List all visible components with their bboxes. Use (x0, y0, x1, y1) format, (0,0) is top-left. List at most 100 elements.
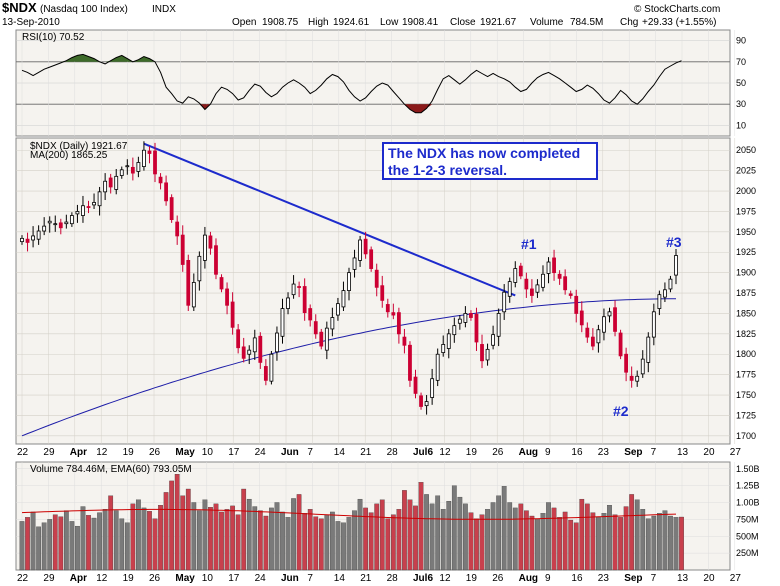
price-tick-label: 1800 (736, 349, 756, 359)
candle-body (330, 317, 335, 330)
ma200-line (21, 298, 676, 437)
candle-body (457, 318, 462, 324)
volume-bar (108, 495, 114, 571)
candle-body (618, 332, 623, 357)
candle-body (280, 308, 285, 337)
volume-bar (446, 500, 452, 571)
x-tick-label-bottom: 19 (123, 573, 135, 584)
x-tick-label: 13 (677, 447, 689, 458)
stockcharts-logo: © StockCharts.com (634, 4, 720, 15)
volume-bar (612, 514, 618, 571)
volume-bar (512, 507, 518, 571)
x-tick-label: 7 (307, 447, 313, 458)
candle-body (380, 285, 385, 301)
rsi-tick-label: 30 (736, 99, 746, 109)
x-tick-label: Sep (624, 447, 642, 458)
x-tick-label-bottom: 20 (703, 573, 715, 584)
volume-bar (535, 518, 540, 571)
volume-bar (413, 505, 418, 571)
volume-bar (474, 518, 479, 571)
candle-body (247, 349, 252, 355)
volume-bar (30, 511, 36, 571)
candle-body (58, 222, 63, 229)
ema60-line (21, 508, 677, 520)
candle-body (258, 335, 263, 363)
candle-body (408, 344, 412, 381)
candle-body (385, 304, 390, 313)
volume-bar (557, 517, 562, 571)
candle-body (208, 235, 213, 249)
volume-bar (590, 512, 596, 571)
volume-bar (80, 506, 86, 571)
x-tick-label: 22 (17, 447, 29, 458)
candle-body (324, 327, 329, 351)
candle-body (590, 336, 595, 347)
volume-bar (523, 510, 529, 571)
exchange: INDX (152, 4, 176, 15)
x-tick-label-bottom: Sep (624, 573, 642, 584)
rsi-overbought-fill (22, 54, 682, 62)
candle-body (81, 205, 85, 216)
price-tick-label: 1950 (736, 227, 756, 237)
volume-bar (19, 521, 25, 571)
candle-body (25, 238, 30, 243)
volume-value: 784.5M (570, 17, 603, 28)
x-tick-label-bottom: 13 (677, 573, 689, 584)
price-tick-label: 2050 (736, 145, 756, 155)
volume-bar (385, 518, 391, 571)
x-tick-label: 24 (255, 447, 267, 458)
x-tick-label-bottom: May (175, 573, 195, 584)
volume-bar (346, 517, 352, 571)
close-value: 1921.67 (480, 17, 517, 28)
volume-bar (252, 506, 258, 571)
candle-body (352, 257, 357, 270)
x-tick-label: 7 (651, 447, 657, 458)
volume-bar (518, 503, 524, 571)
x-tick-label-bottom: Jul6 (413, 573, 433, 584)
price-tick-label: 1850 (736, 308, 756, 318)
x-tick-label-bottom: 14 (334, 573, 346, 584)
x-tick-label-bottom: 7 (651, 573, 657, 584)
x-tick-label: 29 (43, 447, 55, 458)
volume-bar (257, 510, 263, 571)
rsi-tick-label: 70 (736, 57, 746, 67)
index-name: (Nasdaq 100 Index) (40, 4, 128, 15)
candle-body (202, 234, 207, 261)
candle-body (602, 316, 606, 333)
volume-bar (485, 509, 490, 571)
x-tick-label-bottom: 10 (202, 573, 214, 584)
candle-body (435, 353, 440, 381)
x-tick-label-bottom: 29 (43, 573, 55, 584)
candle-body (374, 269, 379, 288)
volume-bar (202, 499, 208, 571)
x-tick-label-bottom: 12 (439, 573, 451, 584)
volume-bar (579, 498, 585, 571)
candle-body (452, 325, 457, 336)
vol-tick-label: 500M (736, 531, 759, 541)
price-tick-label: 2000 (736, 186, 756, 196)
annotation-line-1: The NDX has now completed (388, 145, 581, 161)
marker-2: #2 (613, 403, 629, 419)
volume-bar (368, 512, 374, 571)
axis-labels: 10 30 50 70 90 1700 1725 1750 1775 1800 1825 1850 18… (17, 36, 760, 584)
candle-body (147, 150, 152, 154)
x-tick-label-bottom: 12 (96, 573, 108, 584)
candle-body (97, 191, 102, 207)
candle-body (86, 206, 91, 208)
candle-body (663, 289, 667, 298)
vol-tick-label: 1.50B (736, 464, 760, 474)
x-tick-label: Jun (281, 447, 299, 458)
volume-bar (657, 513, 662, 571)
candle-body (47, 220, 52, 224)
rsi-plot (21, 53, 682, 114)
volume-bar (302, 513, 308, 571)
candle-body (363, 238, 368, 255)
candle-body (269, 353, 274, 382)
candle-body (125, 165, 130, 168)
candle-body (485, 348, 490, 361)
x-tick-label: 20 (703, 447, 715, 458)
candle-body (480, 344, 484, 362)
volume-plot (19, 473, 684, 571)
volume-bar (363, 507, 368, 571)
candle-body (396, 312, 401, 335)
